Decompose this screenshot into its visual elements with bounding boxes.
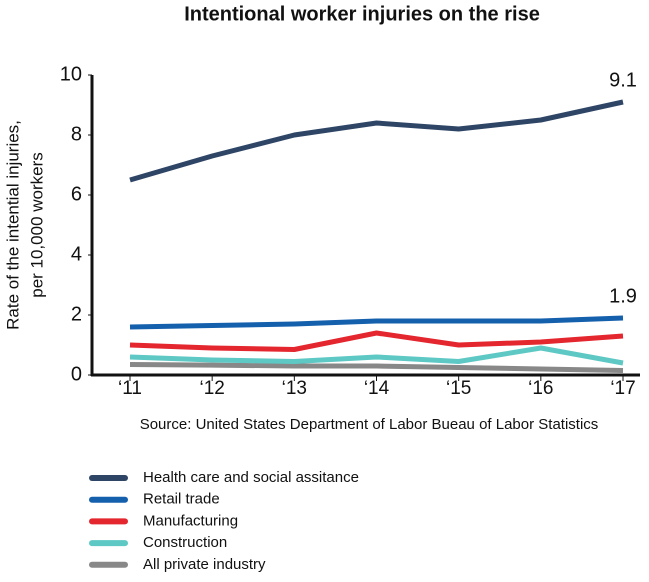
source-note: Source: United States Department of Labo… bbox=[140, 416, 599, 433]
data-label: 9.1 bbox=[609, 69, 637, 91]
x-tick-label: ‘15 bbox=[446, 378, 471, 399]
x-tick-label: ‘11 bbox=[118, 378, 142, 399]
x-tick-label: ‘16 bbox=[528, 378, 553, 399]
data-label: 1.9 bbox=[609, 285, 637, 307]
y-tick-label: 0 bbox=[71, 363, 82, 385]
legend-label: All private industry bbox=[143, 556, 266, 573]
series-line bbox=[129, 362, 624, 373]
y-axis-label: per 10,000 workers bbox=[27, 152, 46, 298]
y-tick-label: 6 bbox=[71, 183, 82, 205]
x-tick-label: ‘14 bbox=[364, 378, 390, 399]
series-line bbox=[129, 99, 624, 183]
y-tick-label: 4 bbox=[71, 243, 82, 265]
x-tick-label: ‘12 bbox=[199, 378, 224, 399]
x-tick-label: ‘13 bbox=[282, 378, 307, 399]
series-line bbox=[129, 345, 624, 366]
y-tick-label: 2 bbox=[71, 303, 82, 325]
chart-title: Intentional worker injuries on the rise bbox=[184, 3, 540, 25]
legend-label: Health care and social assitance bbox=[143, 469, 359, 486]
legend-label: Manufacturing bbox=[143, 512, 238, 529]
legend-label: Construction bbox=[143, 534, 227, 551]
series-line bbox=[129, 330, 624, 352]
series-line bbox=[129, 315, 624, 330]
y-tick-label: 10 bbox=[60, 63, 82, 85]
y-axis-label: Rate of the intential injuries, bbox=[3, 120, 22, 330]
y-tick-label: 8 bbox=[71, 123, 82, 145]
x-tick-label: ‘17 bbox=[610, 378, 635, 399]
legend-label: Retail trade bbox=[143, 491, 220, 508]
